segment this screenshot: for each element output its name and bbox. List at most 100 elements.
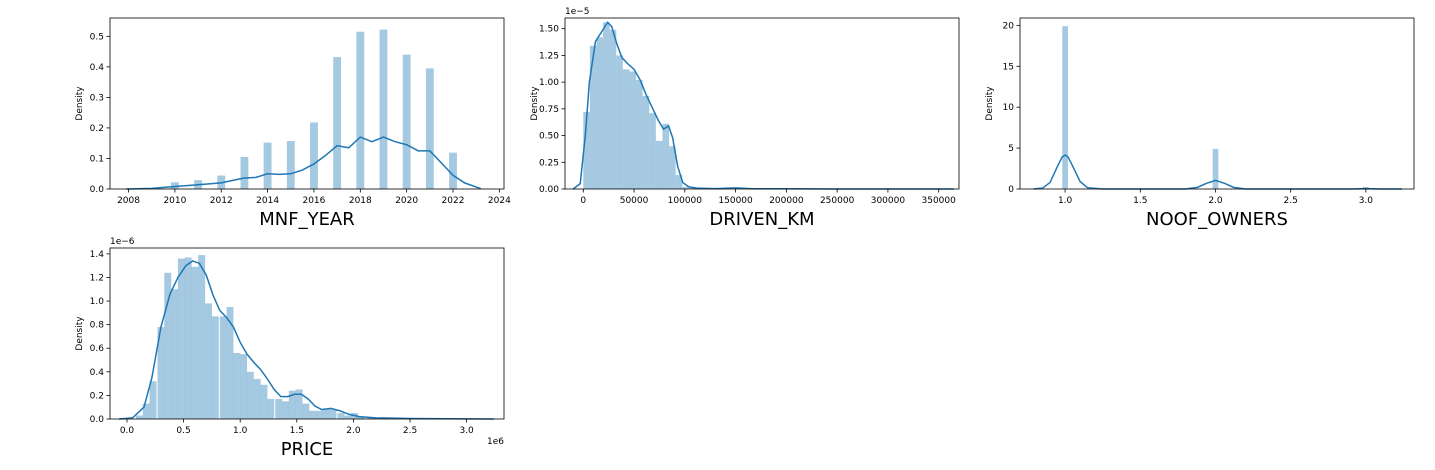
histogram-bar: [1212, 148, 1219, 189]
histogram-bar: [233, 352, 241, 419]
y-tick-label: 0.4: [90, 63, 105, 73]
kde-curve: [126, 136, 482, 190]
y-tick-label: 0.50: [539, 132, 559, 142]
x-tick-label: 1.5: [290, 426, 304, 436]
x-tick-label: 0: [580, 196, 586, 206]
x-tick-label: 2012: [210, 196, 233, 206]
histogram-bar: [177, 258, 185, 419]
histogram-bar: [164, 272, 172, 419]
histogram-bar: [682, 186, 689, 189]
y-tick-label: 0.00: [539, 185, 559, 195]
histogram-bar: [310, 122, 318, 189]
x-tick-label: 2024: [488, 196, 511, 206]
axes-frame: [564, 17, 960, 190]
y-tick-label: 1.00: [539, 78, 559, 88]
x-tick-label: 2018: [349, 196, 372, 206]
histogram-bar: [629, 71, 637, 189]
y-tick-label: 0.0: [90, 415, 105, 425]
x-tick-label: 350000: [922, 196, 957, 206]
y-offset-label: 1e−5: [565, 7, 590, 17]
x-tick-label: 2.5: [1284, 196, 1298, 206]
y-tick-label: 0.5: [90, 32, 104, 42]
y-tick-label: 1.25: [539, 51, 559, 61]
histogram-bar: [669, 146, 676, 189]
y-tick-label: 5: [1008, 144, 1014, 154]
histogram-bar: [253, 378, 261, 419]
histogram-bar: [356, 31, 365, 189]
histogram-bar: [596, 37, 604, 189]
x-offset-label: 1e6: [487, 437, 504, 447]
histogram-bar: [135, 415, 143, 419]
y-tick-label: 1.2: [90, 273, 104, 283]
subplot-3: 1.0 1.5 2.0 2.5 3.0 0 5 10 15 20 Density NOOF_OWNER…: [985, 17, 1415, 230]
histogram-bar: [675, 175, 683, 189]
histogram-bar: [260, 384, 268, 419]
x-tick-label: 1.0: [233, 426, 248, 436]
histogram-bar: [198, 255, 206, 419]
y-tick-label: 0.1: [90, 154, 104, 164]
histogram-bar: [655, 140, 663, 189]
histogram-bar: [157, 327, 165, 419]
histogram-bar: [379, 29, 388, 189]
y-tick-label: 0.6: [90, 344, 105, 354]
subplot-2: 0 50000 100000 150000 200000 250000 300000 3500…: [530, 7, 960, 230]
histogram-bar: [589, 45, 597, 189]
histogram-bar: [142, 403, 150, 419]
y-offset-label: 1e−6: [110, 237, 135, 247]
histogram-bar: [1062, 26, 1068, 189]
x-tick-label: 2014: [256, 196, 279, 206]
x-tick-label: 1.5: [1133, 196, 1147, 206]
histogram-bar: [649, 113, 656, 189]
histogram-bar: [149, 381, 157, 419]
y-tick-label: 1.0: [90, 297, 105, 307]
axes-frame: [109, 247, 505, 420]
histogram-bar: [402, 54, 411, 190]
histogram-bar: [322, 408, 330, 419]
x-tick-label: 2.0: [346, 426, 361, 436]
histogram-bar: [211, 316, 219, 419]
x-tick-label: 2.0: [1208, 196, 1223, 206]
histogram-bar: [295, 389, 303, 419]
histogram-bar: [622, 69, 630, 189]
histogram-bar: [366, 417, 374, 419]
subplot-1: 2008 2010 2012 2014 2016 2018 2020 2022 2024 0.0 0…: [75, 17, 511, 230]
histogram-bar: [329, 409, 337, 419]
histogram-bar: [240, 354, 248, 419]
y-tick-label: 0.25: [539, 158, 559, 168]
y-tick-label: 0.3: [90, 93, 104, 103]
kde-curve: [118, 260, 494, 420]
x-tick-label: 200000: [769, 196, 804, 206]
y-tick-label: 0.2: [90, 391, 104, 401]
axes-frame: [1019, 17, 1415, 190]
y-tick-label: 15: [1003, 62, 1014, 72]
histogram-bar: [449, 152, 457, 189]
histogram-bar: [662, 123, 670, 189]
histogram-bar: [286, 141, 295, 189]
histogram-bar: [219, 316, 227, 419]
histogram-bar: [226, 306, 234, 419]
x-tick-label: 100000: [668, 196, 703, 206]
x-tick-label: 1.0: [1058, 196, 1073, 206]
y-axis-label: Density: [985, 86, 995, 121]
histogram-bar: [246, 371, 254, 419]
histogram-bar: [170, 182, 179, 189]
x-tick-label: 0.0: [120, 426, 135, 436]
histogram-bar: [171, 289, 178, 419]
x-tick-label: 250000: [820, 196, 855, 206]
y-tick-label: 0.75: [539, 105, 559, 115]
histogram-bar: [357, 416, 365, 419]
y-tick-label: 10: [1003, 103, 1015, 113]
histogram-bar: [275, 398, 283, 419]
histogram-bar: [263, 142, 272, 189]
histogram-bar: [583, 112, 590, 189]
histogram-bar: [184, 257, 192, 419]
histogram-bar: [316, 410, 323, 419]
histogram-bar: [337, 413, 345, 419]
histogram-bar: [302, 403, 310, 419]
y-axis-label: Density: [75, 86, 85, 121]
histogram-bar: [191, 266, 199, 419]
axes-frame: [109, 17, 505, 190]
x-tick-label: 2010: [163, 196, 186, 206]
histogram-bar: [333, 57, 342, 190]
